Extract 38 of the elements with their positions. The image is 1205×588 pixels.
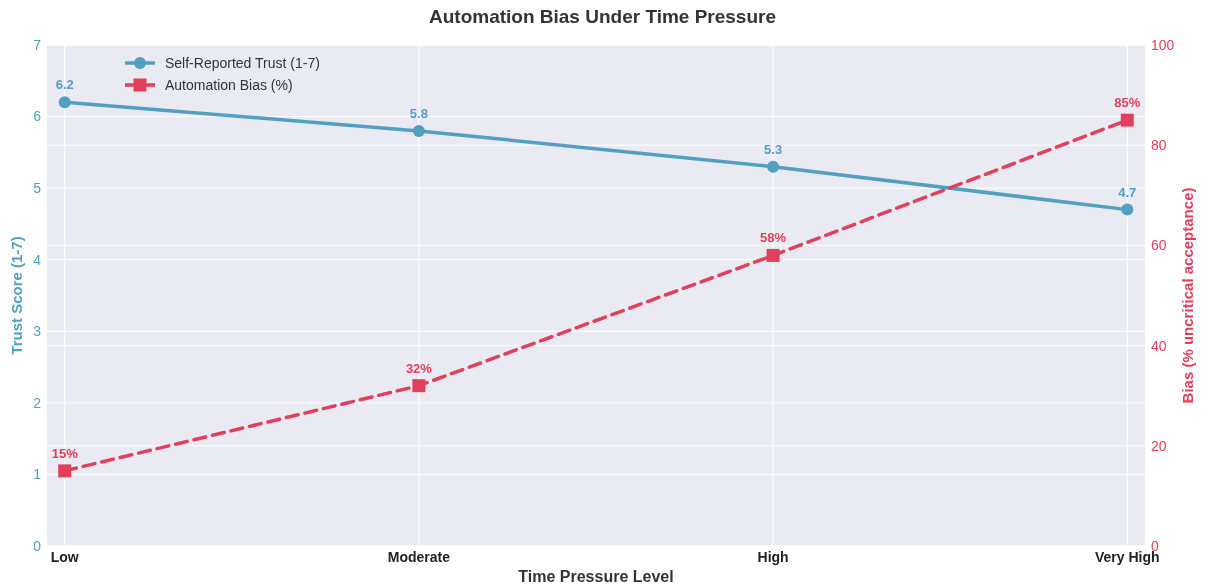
data-label: 85% [1114, 95, 1141, 111]
y-tick-label: 6 [33, 108, 42, 125]
x-axis-title: Time Pressure Level [518, 568, 674, 585]
y-tick-label: 7 [33, 36, 42, 53]
point [412, 124, 425, 137]
data-label: 5.8 [409, 105, 428, 121]
point [766, 248, 780, 262]
data-label: 4.7 [1118, 184, 1137, 200]
data-label: 15% [51, 445, 79, 461]
legend-label: Self-Reported Trust (1-7) [165, 54, 320, 71]
x-tick-label: High [757, 549, 789, 565]
y2-tick-label: 40 [1151, 337, 1167, 354]
legend-label: Automation Bias (%) [165, 76, 293, 93]
data-label: 32% [405, 360, 433, 376]
y-tick-label: 3 [33, 323, 42, 340]
y-axis-title: Trust Score (1-7) [8, 236, 25, 355]
y-tick-label: 0 [33, 537, 42, 554]
y2-tick-label: 80 [1151, 137, 1167, 154]
y-tick-label: 5 [33, 180, 42, 197]
y2-tick-label: 60 [1151, 237, 1167, 254]
point [767, 160, 780, 173]
point [58, 464, 72, 478]
y-tick-label: 1 [33, 466, 42, 483]
data-label: 58% [760, 230, 787, 246]
point [1120, 113, 1134, 127]
y-tick-label: 4 [33, 251, 42, 268]
point [58, 96, 71, 109]
y2-tick-label: 20 [1151, 437, 1167, 454]
y2-axis-title: Bias (% uncritical acceptance) [1179, 187, 1196, 404]
y2-tick-label: 100 [1151, 36, 1175, 53]
data-label: 5.3 [764, 141, 783, 157]
point [412, 379, 426, 393]
chart-title: Automation Bias Under Time Pressure [428, 6, 777, 27]
y-tick-label: 2 [33, 394, 42, 411]
data-label: 6.2 [55, 77, 74, 93]
x-tick-label: Low [50, 549, 79, 565]
x-tick-label: Moderate [387, 549, 451, 565]
point [1121, 203, 1134, 216]
